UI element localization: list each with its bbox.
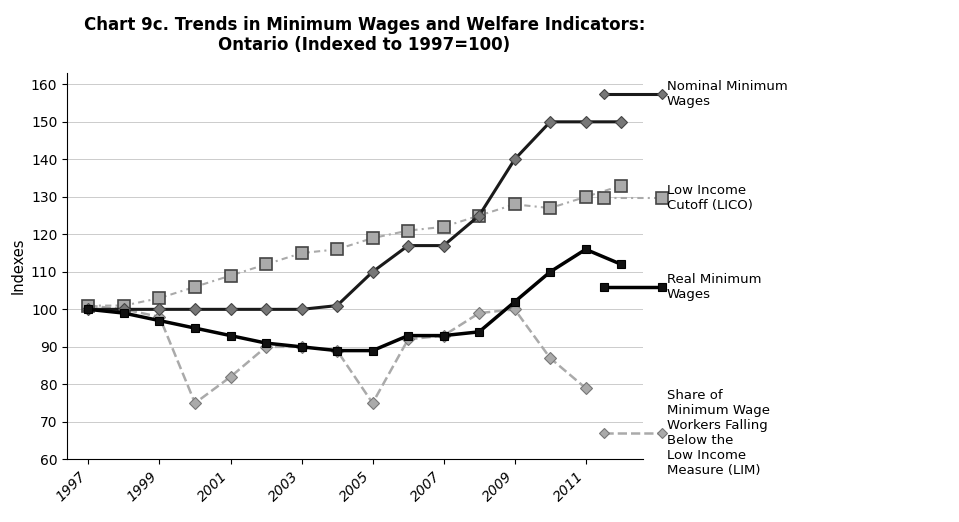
Text: Nominal Minimum
Wages: Nominal Minimum Wages	[667, 80, 787, 108]
Text: Chart 9c. Trends in Minimum Wages and Welfare Indicators:
Ontario (Indexed to 19: Chart 9c. Trends in Minimum Wages and We…	[83, 16, 645, 54]
Text: Share of
Minimum Wage
Workers Falling
Below the
Low Income
Measure (LIM): Share of Minimum Wage Workers Falling Be…	[667, 389, 769, 477]
Text: Real Minimum
Wages: Real Minimum Wages	[667, 273, 761, 301]
Text: Low Income
Cutoff (LICO): Low Income Cutoff (LICO)	[667, 184, 753, 212]
Y-axis label: Indexes: Indexes	[11, 238, 25, 294]
